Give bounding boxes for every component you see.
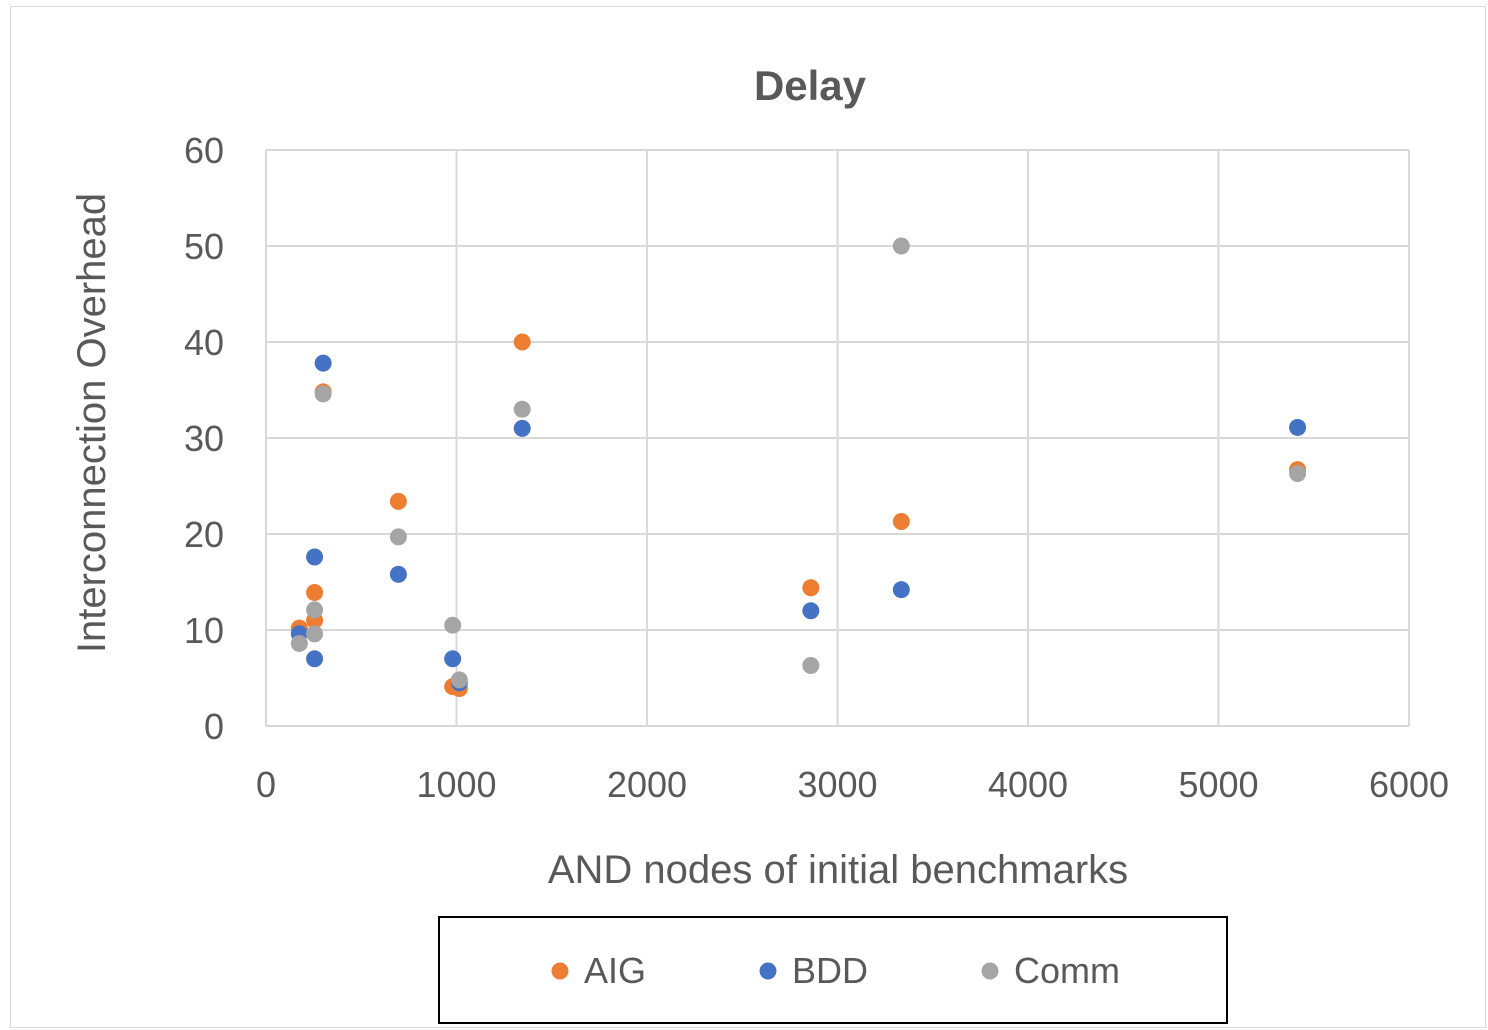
x-tick-label: 5000 bbox=[1178, 764, 1258, 805]
bdd-point bbox=[513, 419, 531, 437]
x-axis-title: AND nodes of initial benchmarks bbox=[548, 848, 1128, 892]
y-axis-ticks: 0 10 20 30 40 50 60 bbox=[184, 130, 224, 747]
y-tick-label: 60 bbox=[184, 130, 224, 171]
legend-label-comm: Comm bbox=[1014, 950, 1120, 991]
gridlines bbox=[265, 149, 1410, 727]
bdd-point bbox=[892, 581, 910, 599]
legend-marker-comm bbox=[981, 962, 999, 980]
data-points bbox=[290, 237, 1307, 698]
legend-marker-bdd bbox=[759, 962, 777, 980]
x-tick-label: 2000 bbox=[607, 764, 687, 805]
chart-area bbox=[10, 6, 1486, 1028]
y-tick-label: 50 bbox=[184, 226, 224, 267]
comm-point bbox=[389, 528, 407, 546]
comm-point bbox=[513, 400, 531, 418]
bdd-point bbox=[1289, 418, 1307, 436]
comm-point bbox=[306, 601, 324, 619]
bdd-point bbox=[444, 650, 462, 668]
legend-box bbox=[438, 916, 1228, 1024]
x-tick-label: 4000 bbox=[988, 764, 1068, 805]
x-tick-label: 1000 bbox=[416, 764, 496, 805]
aig-point bbox=[513, 333, 531, 351]
comm-point bbox=[314, 385, 332, 403]
bdd-point bbox=[306, 650, 324, 668]
x-tick-label: 3000 bbox=[797, 764, 877, 805]
legend-marker-aig bbox=[551, 962, 569, 980]
bdd-point bbox=[306, 548, 324, 566]
comm-point bbox=[450, 671, 468, 689]
legend-label-aig: AIG bbox=[584, 950, 646, 991]
y-tick-label: 0 bbox=[204, 706, 224, 747]
y-tick-label: 20 bbox=[184, 514, 224, 555]
comm-point bbox=[802, 657, 820, 675]
legend-label-bdd: BDD bbox=[792, 950, 868, 991]
bdd-point bbox=[389, 565, 407, 583]
legend: AIG BDD Comm bbox=[551, 950, 1120, 991]
aig-point bbox=[802, 579, 820, 597]
aig-point bbox=[306, 584, 324, 602]
x-tick-label: 6000 bbox=[1369, 764, 1449, 805]
y-tick-label: 10 bbox=[184, 610, 224, 651]
aig-point bbox=[389, 492, 407, 510]
comm-point bbox=[306, 625, 324, 643]
comm-point bbox=[290, 634, 308, 652]
y-tick-label: 30 bbox=[184, 418, 224, 459]
chart-title: Delay bbox=[754, 62, 867, 109]
bdd-point bbox=[802, 602, 820, 620]
y-axis-title: Interconnection Overhead bbox=[70, 193, 114, 653]
comm-point bbox=[1289, 465, 1307, 483]
y-tick-label: 40 bbox=[184, 322, 224, 363]
comm-point bbox=[892, 237, 910, 255]
aig-point bbox=[892, 513, 910, 531]
x-tick-label: 0 bbox=[256, 764, 276, 805]
comm-point bbox=[444, 616, 462, 634]
bdd-point bbox=[314, 354, 332, 372]
x-axis-ticks: 0 1000 2000 3000 4000 5000 6000 bbox=[256, 764, 1449, 805]
